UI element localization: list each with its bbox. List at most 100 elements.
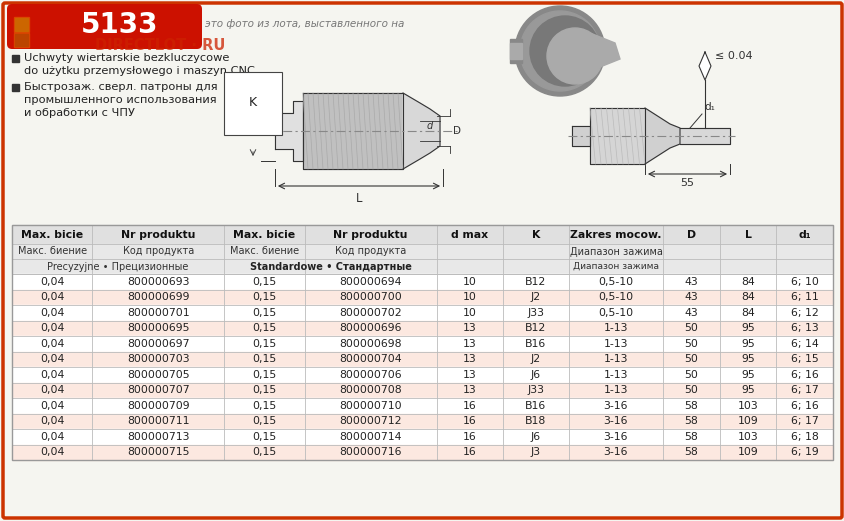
Text: 6; 16: 6; 16: [790, 370, 818, 380]
Text: 58: 58: [684, 447, 697, 457]
Bar: [12, 336, 832, 352]
Text: 43: 43: [684, 308, 697, 318]
Text: 13: 13: [463, 323, 476, 333]
Text: B12: B12: [524, 323, 546, 333]
Bar: [12, 367, 832, 382]
Text: 0,04: 0,04: [40, 292, 64, 302]
Polygon shape: [589, 33, 619, 69]
Text: 58: 58: [684, 416, 697, 426]
Text: 43: 43: [684, 277, 697, 287]
Text: 95: 95: [740, 385, 754, 395]
Text: 84: 84: [740, 292, 754, 302]
Text: 1-13: 1-13: [603, 354, 627, 364]
Text: это фото из лота, выставленного на: это фото из лота, выставленного на: [205, 19, 404, 29]
Text: J33: J33: [527, 385, 544, 395]
Text: D: D: [686, 229, 695, 240]
Text: 800000704: 800000704: [339, 354, 402, 364]
Text: 6; 19: 6; 19: [790, 447, 818, 457]
Circle shape: [519, 11, 599, 91]
Text: J6: J6: [530, 432, 540, 442]
Text: Быстрозаж. сверл. патроны для: Быстрозаж. сверл. патроны для: [24, 82, 218, 92]
Text: 10: 10: [463, 308, 476, 318]
Text: 0,15: 0,15: [252, 447, 276, 457]
Bar: [510, 39, 522, 63]
Text: 5133: 5133: [81, 11, 159, 39]
Text: 84: 84: [740, 277, 754, 287]
Bar: [15, 34, 28, 46]
Text: 6; 18: 6; 18: [790, 432, 818, 442]
Text: 800000697: 800000697: [127, 339, 189, 349]
Text: 0,15: 0,15: [252, 432, 276, 442]
Text: 800000701: 800000701: [127, 308, 189, 318]
Text: Zakres mocow.: Zakres mocow.: [570, 229, 661, 240]
Text: 0,04: 0,04: [40, 432, 64, 442]
Text: d₁: d₁: [798, 229, 810, 240]
Text: 800000703: 800000703: [127, 354, 189, 364]
Text: 13: 13: [463, 385, 476, 395]
Bar: [12, 55, 19, 62]
Text: J33: J33: [527, 308, 544, 318]
Text: 43: 43: [684, 292, 697, 302]
Text: 109: 109: [737, 416, 758, 426]
Text: 0,04: 0,04: [40, 447, 64, 457]
Text: и обработки с ЧПУ: и обработки с ЧПУ: [24, 108, 135, 118]
Text: DIRECTLOT · RU: DIRECTLOT · RU: [95, 38, 225, 53]
Text: K: K: [249, 96, 257, 109]
Text: 0,15: 0,15: [252, 308, 276, 318]
Text: 0,15: 0,15: [252, 354, 276, 364]
Text: Код продукта: Код продукта: [122, 246, 193, 256]
Text: 95: 95: [740, 354, 754, 364]
Text: 0,04: 0,04: [40, 277, 64, 287]
Text: 0,04: 0,04: [40, 354, 64, 364]
Text: 16: 16: [463, 432, 476, 442]
Text: 0,04: 0,04: [40, 416, 64, 426]
Circle shape: [514, 6, 604, 96]
Text: 0,15: 0,15: [252, 292, 276, 302]
Text: J2: J2: [530, 354, 540, 364]
Text: 0,5-10: 0,5-10: [598, 277, 633, 287]
Polygon shape: [698, 52, 710, 80]
Bar: [12, 352, 832, 367]
Text: 95: 95: [740, 339, 754, 349]
Text: Standardowe • Стандартные: Standardowe • Стандартные: [249, 262, 411, 271]
Text: 13: 13: [463, 370, 476, 380]
Text: 0,5-10: 0,5-10: [598, 308, 633, 318]
Text: 3-16: 3-16: [603, 447, 627, 457]
Text: L: L: [355, 192, 362, 205]
Text: 103: 103: [737, 432, 758, 442]
Text: 50: 50: [684, 385, 697, 395]
Text: J2: J2: [530, 292, 540, 302]
Bar: [12, 274, 832, 290]
Text: 800000700: 800000700: [338, 292, 402, 302]
Text: Диапазон зажима: Диапазон зажима: [569, 246, 662, 256]
Text: 58: 58: [684, 401, 697, 411]
Bar: [12, 225, 832, 460]
Bar: [12, 398, 832, 414]
Text: 800000711: 800000711: [127, 416, 189, 426]
Text: 6; 10: 6; 10: [790, 277, 818, 287]
Text: 6; 15: 6; 15: [790, 354, 818, 364]
Circle shape: [546, 28, 603, 84]
Bar: [12, 225, 832, 244]
Text: 800000699: 800000699: [127, 292, 189, 302]
Text: 800000706: 800000706: [339, 370, 402, 380]
Text: 3-16: 3-16: [603, 401, 627, 411]
Text: ≤ 0.04: ≤ 0.04: [714, 51, 752, 61]
Text: 0,15: 0,15: [252, 323, 276, 333]
Text: 6; 17: 6; 17: [790, 385, 818, 395]
Text: 1-13: 1-13: [603, 323, 627, 333]
Text: 6; 14: 6; 14: [790, 339, 818, 349]
Text: 6; 11: 6; 11: [790, 292, 818, 302]
Text: 95: 95: [740, 370, 754, 380]
Text: 800000709: 800000709: [127, 401, 189, 411]
Text: 10: 10: [463, 292, 476, 302]
Text: 50: 50: [684, 339, 697, 349]
Text: 800000705: 800000705: [127, 370, 189, 380]
Text: 55: 55: [679, 178, 693, 188]
Text: Макс. биение: Макс. биение: [18, 246, 87, 256]
Bar: [589, 108, 644, 164]
Text: 50: 50: [684, 370, 697, 380]
Text: 0,04: 0,04: [40, 401, 64, 411]
Text: Uchwyty wiertarskie bezkluczycowe: Uchwyty wiertarskie bezkluczycowe: [24, 53, 229, 63]
Bar: [571, 126, 589, 146]
